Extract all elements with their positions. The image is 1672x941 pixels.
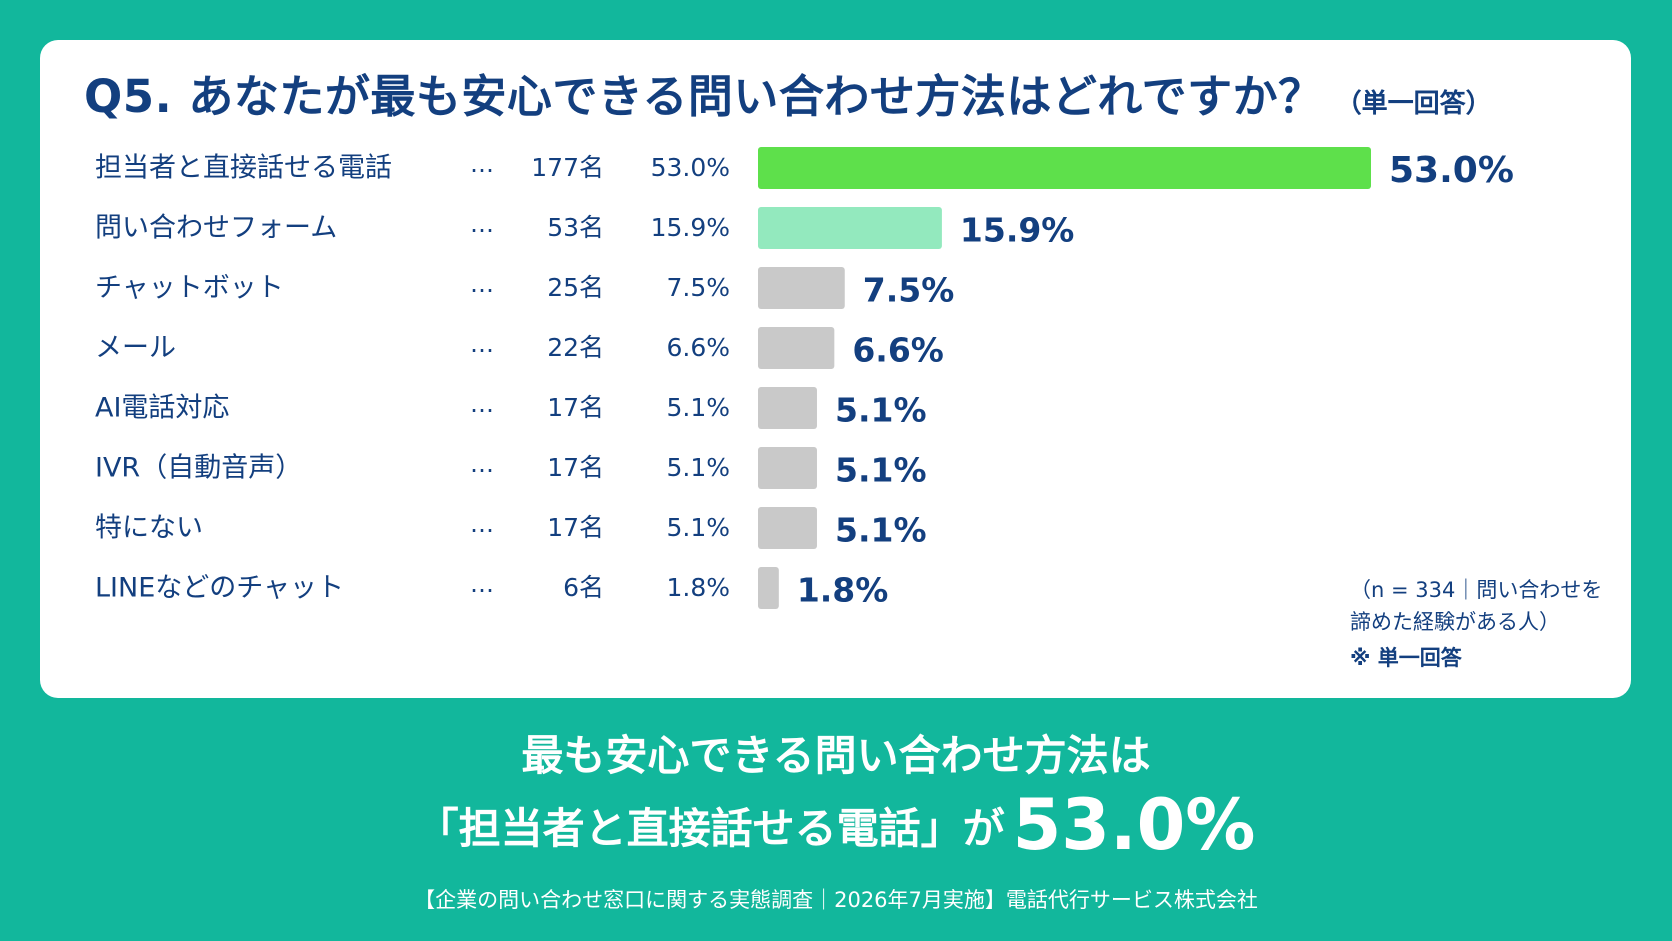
sample-note-line-3: ※ 単一回答 [1350, 646, 1462, 670]
percentage-value: 5.1% [666, 453, 730, 482]
bar-data-label: 6.6% [852, 331, 944, 370]
separator-dots: … [470, 390, 494, 418]
respondent-count: 22名 [547, 333, 604, 362]
respondent-count: 17名 [547, 393, 604, 422]
percentage-value: 6.6% [666, 333, 730, 362]
respondent-count: 6名 [563, 573, 604, 602]
sample-note-line-1: （n = 334｜問い合わせを [1350, 578, 1603, 602]
percentage-value: 5.1% [666, 513, 730, 542]
chart-card: Q5. あなたが最も安心できる問い合わせ方法はどれですか？ （単一回答） 担当者と… [40, 40, 1631, 698]
respondent-count: 177名 [531, 153, 604, 182]
bar [758, 567, 779, 609]
separator-dots: … [470, 330, 494, 358]
bar-data-label: 5.1% [835, 511, 927, 550]
category-label: 担当者と直接話せる電話 [95, 153, 392, 184]
respondent-count: 17名 [547, 513, 604, 542]
headline-prefix: 「担当者と直接話せる電話」が [416, 804, 1005, 853]
category-label: 問い合わせフォーム [95, 213, 337, 244]
survey-footer: 【企業の問い合わせ窓口に関する実態調査｜2026年7月実施】電話代行サービス株式… [414, 888, 1258, 912]
separator-dots: … [470, 270, 494, 298]
separator-dots: … [470, 150, 494, 178]
sample-note-line-2: 諦めた経験がある人） [1350, 610, 1560, 634]
chart-title-sub: （単一回答） [1335, 89, 1492, 119]
bar [758, 147, 1371, 189]
bar-data-label: 53.0% [1389, 150, 1514, 191]
separator-dots: … [470, 570, 494, 598]
bar-data-label: 5.1% [835, 451, 927, 490]
bar [758, 447, 817, 489]
bar [758, 327, 835, 369]
bar [758, 207, 942, 249]
percentage-value: 1.8% [666, 573, 730, 602]
category-label: 特にない [95, 513, 203, 544]
category-label: メール [95, 333, 176, 364]
bar-data-label: 15.9% [960, 211, 1075, 250]
separator-dots: … [470, 450, 494, 478]
bar-data-label: 7.5% [863, 271, 955, 310]
separator-dots: … [470, 210, 494, 238]
bar-data-label: 1.8% [797, 571, 889, 610]
bar [758, 387, 817, 429]
respondent-count: 17名 [547, 453, 604, 482]
bar-chart: 担当者と直接話せる電話 … 177名 53.0% 53.0% 問い合わせフォーム … 53名 1… [95, 147, 1514, 610]
percentage-value: 5.1% [666, 393, 730, 422]
category-label: チャットボット [95, 273, 284, 304]
category-label: IVR（自動音声） [95, 453, 302, 484]
percentage-value: 15.9% [651, 213, 730, 242]
chart-title: Q5. あなたが最も安心できる問い合わせ方法はどれですか？ （単一回答） [84, 60, 1492, 125]
percentage-value: 7.5% [666, 273, 730, 302]
bar-data-label: 5.1% [835, 391, 927, 430]
separator-dots: … [470, 510, 494, 538]
respondent-count: 25名 [547, 273, 604, 302]
headline-line-2: 「担当者と直接話せる電話」が 53.0% [0, 784, 1672, 866]
sample-note: （n = 334｜問い合わせを 諦めた経験がある人） ※ 単一回答 [1350, 574, 1602, 674]
percentage-value: 53.0% [651, 153, 730, 182]
bar [758, 507, 817, 549]
category-label: AI電話対応 [95, 393, 229, 424]
headline-line-1: 最も安心できる問い合わせ方法は [521, 731, 1151, 780]
respondent-count: 53名 [547, 213, 604, 242]
category-label: LINEなどのチャット [95, 573, 344, 604]
chart-title-main: Q5. あなたが最も安心できる問い合わせ方法はどれですか？ [84, 70, 1324, 123]
headline-value: 53.0% [1012, 784, 1256, 866]
bar [758, 267, 845, 309]
